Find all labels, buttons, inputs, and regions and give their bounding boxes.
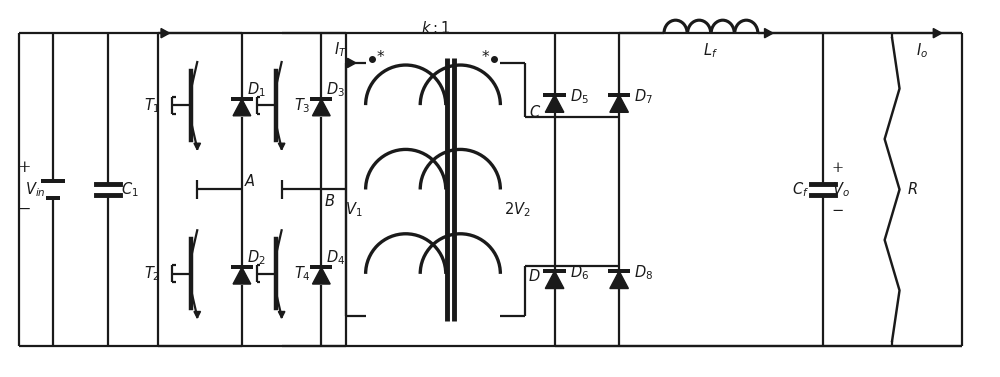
- Text: *: *: [482, 51, 489, 66]
- Text: $I_o$: $I_o$: [916, 42, 928, 60]
- Polygon shape: [233, 99, 251, 116]
- Polygon shape: [278, 143, 285, 150]
- Text: $C$: $C$: [529, 104, 541, 120]
- Text: $C_1$: $C_1$: [121, 180, 139, 199]
- Text: $V_o$: $V_o$: [832, 180, 849, 199]
- Text: +: +: [831, 161, 844, 175]
- Text: $L_f$: $L_f$: [703, 42, 718, 60]
- Text: $B$: $B$: [324, 193, 335, 209]
- Polygon shape: [545, 95, 564, 112]
- Text: $D_8$: $D_8$: [634, 263, 653, 282]
- Text: $D_1$: $D_1$: [247, 80, 266, 98]
- Text: +: +: [17, 159, 30, 176]
- Text: $T_3$: $T_3$: [294, 96, 310, 115]
- Text: $T_2$: $T_2$: [144, 264, 161, 283]
- Text: $I_T$: $I_T$: [334, 41, 348, 60]
- Text: $A$: $A$: [244, 173, 256, 188]
- Text: $k : 1$: $k : 1$: [421, 20, 450, 36]
- Polygon shape: [312, 267, 330, 284]
- Text: $D_5$: $D_5$: [570, 87, 589, 106]
- Text: $D_7$: $D_7$: [634, 87, 653, 106]
- Text: $D_4$: $D_4$: [326, 248, 345, 267]
- Text: $D$: $D$: [528, 268, 541, 284]
- Text: $2V_2$: $2V_2$: [504, 200, 531, 219]
- Polygon shape: [278, 311, 285, 318]
- Polygon shape: [161, 29, 169, 38]
- Text: $D_3$: $D_3$: [326, 80, 345, 98]
- Polygon shape: [610, 271, 628, 288]
- Text: $T_4$: $T_4$: [294, 264, 310, 283]
- Polygon shape: [765, 29, 773, 38]
- Text: $C_f$: $C_f$: [792, 180, 809, 199]
- Text: $V_{in}$: $V_{in}$: [25, 180, 46, 199]
- Text: $R$: $R$: [907, 181, 917, 198]
- Polygon shape: [194, 311, 201, 318]
- Text: $D_6$: $D_6$: [570, 263, 589, 282]
- Polygon shape: [545, 271, 564, 288]
- Polygon shape: [347, 58, 356, 67]
- Polygon shape: [194, 143, 201, 150]
- Text: $T_1$: $T_1$: [144, 96, 161, 115]
- Polygon shape: [610, 95, 628, 112]
- Text: $D_2$: $D_2$: [247, 248, 266, 267]
- Polygon shape: [312, 99, 330, 116]
- Polygon shape: [933, 29, 942, 38]
- Text: −: −: [831, 204, 844, 218]
- Text: *: *: [377, 51, 384, 66]
- Text: $V_1$: $V_1$: [345, 200, 362, 219]
- Text: −: −: [17, 201, 30, 218]
- Polygon shape: [233, 267, 251, 284]
